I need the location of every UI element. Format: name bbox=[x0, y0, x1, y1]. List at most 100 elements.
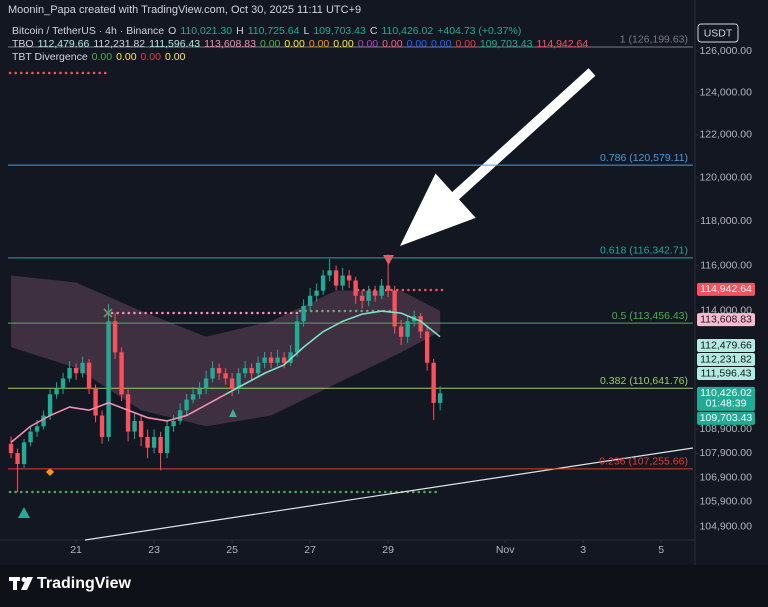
candle-body bbox=[379, 285, 384, 296]
candle-body bbox=[333, 270, 339, 286]
price-tag-label: 112,231.82 bbox=[700, 353, 752, 365]
candle-body bbox=[242, 368, 248, 374]
legend-item: +404.73 (+0.37%) bbox=[437, 25, 522, 37]
candle-body bbox=[119, 352, 124, 395]
candle-body bbox=[106, 321, 111, 437]
candle-body bbox=[320, 275, 326, 291]
candle-body bbox=[340, 275, 345, 286]
candle-body bbox=[197, 389, 202, 395]
candle-body bbox=[288, 352, 293, 363]
legend-item: TBO bbox=[12, 38, 34, 50]
arrow bbox=[400, 68, 596, 246]
candle-body bbox=[405, 321, 410, 337]
legend-item: 0.00 bbox=[455, 38, 476, 50]
y-tick-label: 107,900.00 bbox=[699, 447, 752, 459]
fib-label: 1 (126,199.63) bbox=[620, 34, 688, 46]
candle-body bbox=[203, 378, 209, 390]
candle-body bbox=[164, 426, 170, 454]
legend-item: C bbox=[369, 25, 378, 37]
legend-item: 0.00 bbox=[284, 38, 305, 50]
candle-body bbox=[392, 290, 397, 327]
legend-item: 0.00 bbox=[140, 51, 161, 63]
legend: Bitcoin / TetherUS · 4h · Binance O 110,02… bbox=[12, 25, 588, 64]
fib-label: 0.786 (120,579.11) bbox=[600, 152, 688, 164]
candle-body bbox=[145, 436, 150, 448]
x-tick-label: 21 bbox=[70, 544, 82, 556]
candle-body bbox=[255, 362, 261, 374]
candle-body bbox=[73, 368, 79, 374]
legend-item: TBT Divergence bbox=[12, 51, 88, 63]
y-tick-label: 105,900.00 bbox=[699, 496, 752, 508]
legend-item: 0.00 bbox=[308, 38, 330, 50]
candle-body bbox=[327, 270, 332, 276]
fib-label: 0.5 (113,456.43) bbox=[612, 310, 688, 322]
logo-part bbox=[21, 577, 33, 590]
candle-body bbox=[275, 357, 280, 363]
candle-body bbox=[112, 321, 118, 353]
candle-body bbox=[8, 443, 14, 454]
fib-label: 0.382 (110,641.76) bbox=[600, 375, 688, 387]
legend-item: 110,021.30 bbox=[180, 25, 233, 37]
candle-body bbox=[86, 362, 92, 390]
candle-body bbox=[34, 426, 40, 432]
legend-item: 111,596.43 bbox=[149, 38, 201, 50]
candle-body bbox=[54, 389, 59, 395]
candle-body bbox=[359, 295, 365, 301]
price-tag-countdown: 01:48:39 bbox=[706, 398, 747, 410]
candle-body bbox=[262, 357, 267, 363]
band bbox=[11, 275, 441, 427]
price-tag-label: 114,942.64 bbox=[700, 283, 752, 295]
candle-body bbox=[229, 378, 235, 390]
candle-body bbox=[307, 295, 313, 306]
currency: USDT bbox=[704, 27, 733, 39]
annotations: 1 (126,199.63) 0.786 (120,579.11) 0.618 (1… bbox=[8, 34, 694, 541]
price-tag-label: 109,703.43 bbox=[700, 412, 753, 424]
x-tick-label: 23 bbox=[148, 544, 160, 556]
legend-item: L bbox=[303, 25, 310, 37]
y-tick-label: 108,900.00 bbox=[699, 423, 752, 435]
candle-body bbox=[294, 321, 300, 353]
candle-body bbox=[437, 393, 443, 403]
price-tag bbox=[697, 313, 755, 327]
ma-line bbox=[10, 393, 226, 443]
candle-body bbox=[385, 285, 391, 291]
y-tick-label: 118,000.00 bbox=[700, 215, 752, 227]
x-tick-label: 3 bbox=[580, 544, 586, 556]
candle-body bbox=[67, 368, 72, 379]
candle-body bbox=[366, 290, 371, 301]
candle-body bbox=[249, 368, 254, 374]
legend-item: 0.00 bbox=[357, 38, 379, 50]
candle-body bbox=[216, 368, 222, 374]
candle-body bbox=[80, 362, 85, 374]
diamond-signal bbox=[46, 468, 54, 476]
fib-label: 0.618 (116,342.71) bbox=[600, 245, 688, 257]
logo-part bbox=[13, 577, 17, 590]
price-tag-label: 113,608.83 bbox=[700, 313, 752, 325]
y-tick-label: 124,000.00 bbox=[699, 86, 752, 98]
logo-part bbox=[21, 577, 27, 582]
legend-item: 0.00 bbox=[406, 38, 427, 50]
legend-item: 0.00 bbox=[382, 38, 403, 50]
legend-row: TBT Divergence 0.00 0.00 0.00 0.00 bbox=[12, 51, 588, 64]
price-tag bbox=[697, 411, 755, 425]
candle-body bbox=[424, 331, 430, 363]
price-tag-label: 111,596.43 bbox=[701, 367, 752, 379]
legend-item: 110,725.64 bbox=[247, 25, 300, 37]
legend-item: 0.00 bbox=[116, 51, 137, 63]
y-tick-label: 104,900.00 bbox=[699, 520, 752, 532]
candle-body bbox=[301, 305, 306, 322]
candle-body bbox=[158, 436, 163, 454]
buy-signal bbox=[18, 507, 30, 518]
credit: Moonin_Papa created with TradingView.com… bbox=[8, 4, 362, 16]
candle-body bbox=[125, 394, 131, 432]
candle-body bbox=[314, 290, 319, 296]
legend-item: 0.00 bbox=[164, 51, 186, 63]
y-tick-label: 106,900.00 bbox=[699, 471, 752, 483]
price-tag-label: 110,426.02 bbox=[700, 387, 752, 399]
brand: TradingView bbox=[37, 575, 132, 592]
candle-body bbox=[171, 420, 176, 427]
candle-body bbox=[99, 415, 105, 437]
price-tag bbox=[697, 386, 755, 411]
